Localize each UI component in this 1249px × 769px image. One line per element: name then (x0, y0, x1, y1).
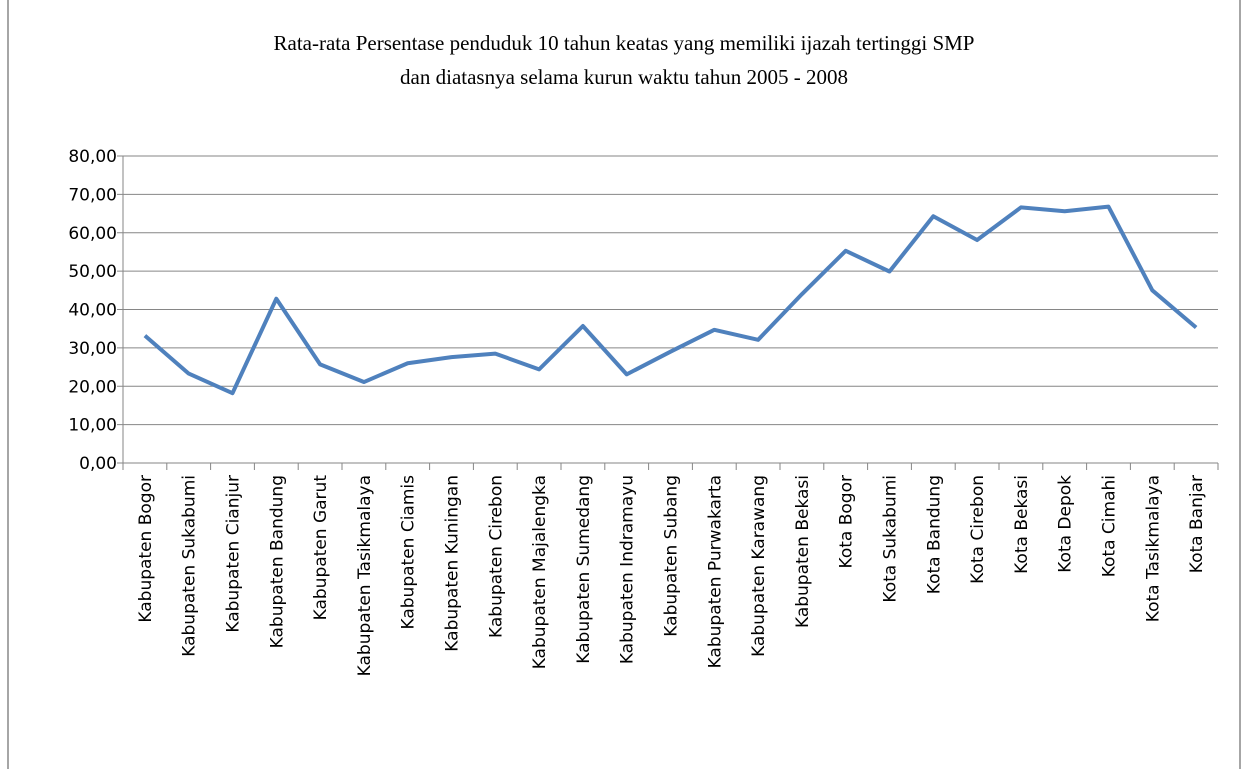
chart-title: dan diatasnya selama kurun waktu tahun 2… (400, 65, 848, 89)
x-tick-label: Kabupaten Bandung (267, 475, 287, 648)
x-tick-label: Kabupaten Ciamis (399, 475, 419, 630)
x-tick-label: Kabupaten Indramayu (618, 475, 638, 664)
y-tick-label: 0,00 (79, 454, 117, 474)
y-tick-label: 10,00 (68, 416, 117, 436)
x-tick-label: Kota Depok (1056, 475, 1076, 573)
x-tick-label: Kota Tasikmalaya (1143, 475, 1163, 622)
chart-title: Rata-rata Persentase penduduk 10 tahun k… (274, 31, 975, 55)
x-tick-label: Kabupaten Subang (662, 475, 682, 637)
y-tick-label: 50,00 (68, 262, 117, 282)
x-tick-label: Kabupaten Majalengka (530, 475, 550, 669)
x-tick-label: Kabupaten Purwakarta (705, 475, 725, 668)
x-tick-label: Kabupaten Cianjur (224, 475, 244, 633)
data-line (143, 204, 1198, 396)
y-tick-label: 80,00 (68, 147, 117, 167)
x-tick-label: Kabupaten Sukabumi (180, 475, 200, 657)
x-tick-label: Kota Bandung (924, 475, 944, 594)
y-tick-label: 60,00 (68, 224, 117, 244)
x-tick-label: Kabupaten Bekasi (793, 475, 813, 628)
x-tick-label: Kota Sukabumi (881, 475, 901, 603)
x-tick-label: Kota Banjar (1187, 475, 1207, 573)
x-tick-label: Kota Cirebon (968, 475, 988, 584)
y-tick-label: 70,00 (68, 185, 117, 205)
x-tick-label: Kabupaten Bogor (136, 475, 156, 623)
x-tick-label: Kota Cimahi (1100, 475, 1120, 577)
x-tick-label: Kabupaten Garut (311, 475, 331, 621)
x-tick-label: Kabupaten Sumedang (574, 475, 594, 664)
x-tick-label: Kabupaten Kuningan (443, 475, 463, 652)
x-tick-label: Kabupaten Tasikmalaya (355, 475, 375, 676)
y-tick-label: 30,00 (68, 339, 117, 359)
y-tick-label: 20,00 (68, 377, 117, 397)
x-tick-label: Kabupaten Karawang (749, 475, 769, 657)
x-tick-label: Kota Bekasi (1012, 475, 1032, 574)
y-tick-label: 40,00 (68, 301, 117, 321)
x-tick-label: Kabupaten Cirebon (486, 475, 506, 638)
x-tick-label: Kota Bogor (837, 475, 857, 568)
